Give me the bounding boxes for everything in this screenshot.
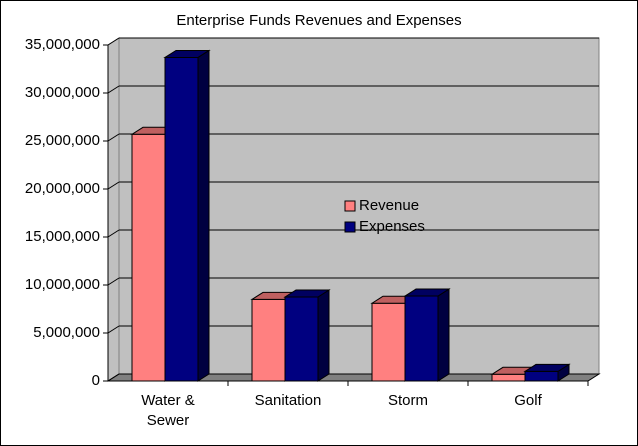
grid-line [107, 277, 120, 286]
x-tick-label: Water & Sewer [141, 392, 195, 429]
bar-front [491, 373, 526, 382]
legend-label: Revenue [359, 197, 419, 214]
grid-line [107, 373, 120, 382]
bar-side [317, 289, 330, 382]
bar-top [283, 289, 331, 298]
legend-label: Expenses [359, 218, 425, 235]
y-tick-label: 10,000,000 [25, 276, 100, 293]
bar-top [163, 49, 211, 58]
bar-front [404, 295, 439, 382]
grid-line [107, 325, 120, 334]
bar-top [403, 288, 451, 297]
bar [403, 288, 451, 382]
y-tick-label: 30,000,000 [25, 84, 100, 101]
bar-side [197, 49, 210, 382]
grid-line [107, 181, 120, 190]
y-tick-label: 20,000,000 [25, 180, 100, 197]
bar-front [284, 296, 319, 382]
legend-swatch [344, 200, 356, 212]
chart-title: Enterprise Funds Revenues and Expenses [176, 12, 461, 29]
bar-side [437, 288, 450, 382]
bar-front [371, 302, 406, 382]
y-tick-label: 35,000,000 [25, 36, 100, 53]
bar-front [131, 133, 166, 382]
bar-top [523, 363, 571, 372]
bar-front [164, 56, 199, 382]
legend-swatch [344, 221, 356, 233]
grid-line [107, 37, 120, 46]
grid-line [107, 85, 120, 94]
bar [283, 289, 331, 382]
y-tick-label: 15,000,000 [25, 228, 100, 245]
y-tick-label: 5,000,000 [33, 324, 100, 341]
x-tick-label: Storm [387, 392, 428, 409]
y-tick-label: 25,000,000 [25, 132, 100, 149]
bar-front [524, 370, 559, 382]
x-tick-label: Golf [514, 392, 542, 409]
y-tick-label: 0 [92, 372, 100, 389]
bar [523, 363, 571, 382]
bar-front [251, 298, 286, 382]
x-tick-label: Sanitation [254, 392, 322, 409]
grid-line [107, 229, 120, 238]
grid-line [107, 133, 120, 142]
bar [163, 49, 211, 382]
